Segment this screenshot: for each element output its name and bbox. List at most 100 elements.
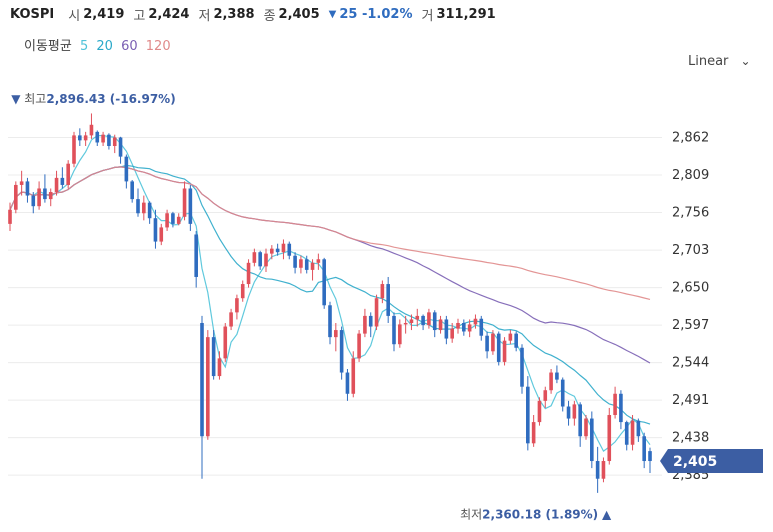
candle-body [118,137,123,157]
volume-value: 311,291 [436,6,496,22]
candle-body [14,184,18,210]
candle-body [130,181,134,200]
candle-body [357,333,361,359]
min-annotation: 최저2,360.18 (1.89%) ▲ [460,508,612,522]
low-label: 저 [198,8,211,24]
candle-body [648,451,652,462]
ma-20-legend[interactable]: 20 [96,39,113,54]
candle-body [363,315,367,334]
candle-body [43,188,47,200]
high-label: 고 [133,8,146,24]
candle-body [287,243,292,256]
candle-body [176,216,181,224]
change-value: 25 -1.02% [339,6,413,22]
candle-body [25,181,30,196]
candle-body [240,284,245,299]
candle-body [304,259,309,270]
candle-body [19,181,24,185]
candle-body [322,259,326,306]
candle-body [334,330,338,338]
symbol-name: KOSPI [10,6,55,22]
high-value: 2,424 [148,6,190,22]
candle-body [467,324,472,332]
candle-body [200,322,204,437]
ma-5-legend[interactable]: 5 [79,39,89,54]
candle-body [438,319,443,331]
candle-body [508,333,513,341]
candle-body [630,420,635,445]
scale-selector[interactable]: Linear ⌄ [688,54,751,69]
candle-body [171,213,175,224]
candle-body [54,177,59,193]
ma-5-line [9,134,651,452]
candle-body [217,358,222,377]
candle-body [502,340,507,362]
candle-body [421,315,425,326]
candle-body [427,312,431,326]
low-value: 2,388 [213,6,255,22]
candle-body [252,252,257,263]
candle-body [607,415,612,462]
candle-body [450,328,454,339]
candle-body [526,386,530,444]
open-value: 2,419 [83,6,125,22]
candle-body [112,137,117,147]
y-tick-label: 2,491 [672,393,709,408]
candle-body [462,322,466,332]
candle-body [37,188,41,207]
candle-body [496,333,501,362]
candle-body [188,188,193,224]
candle-body [531,422,536,444]
y-tick-label: 2,862 [672,131,709,146]
candle-body [479,318,484,336]
change-down-icon: ▼ [328,8,337,20]
volume-label: 거 [421,8,434,24]
y-tick-label: 2,756 [672,206,709,221]
candle-body [72,135,76,164]
candle-body [78,135,82,141]
candle-body [456,322,460,329]
candle-body [66,163,70,185]
y-tick-label: 2,809 [672,168,709,183]
candle-body [578,404,582,437]
candle-body [432,312,437,331]
candle-body [95,131,100,143]
candle-body [485,335,489,352]
candle-body [624,422,629,445]
candle-body [642,436,646,462]
candle-body [619,393,623,423]
candle-body [537,400,542,423]
ma-60-legend[interactable]: 60 [121,39,138,54]
candle-body [543,390,548,401]
candle-body [339,330,344,373]
candle-body [211,337,216,377]
candle-body [595,461,600,479]
ma-120-line [9,166,651,300]
candle-body [264,253,268,267]
candle-body [101,134,105,143]
close-value: 2,405 [278,6,320,22]
candle-body [270,248,274,254]
current-price-tag [660,449,763,474]
y-tick-label: 2,597 [672,318,709,333]
candle-body [229,312,233,327]
open-label: 시 [68,8,81,24]
candle-body [316,259,321,263]
ma-120-legend[interactable]: 120 [145,39,171,54]
candle-body [572,404,577,419]
candle-body [368,315,373,327]
candle-body [83,135,88,141]
candle-body [31,195,36,207]
candle-body [345,372,350,394]
current-price-label: 2,405 [673,454,717,470]
candle-body [159,227,164,242]
candle-body [206,337,210,437]
candle-body [275,248,280,253]
candle-body [48,192,53,200]
max-annotation: ▼ 최고2,896.43 (-16.97%) [11,92,175,106]
candle-body [89,124,94,136]
candle-body [491,333,495,352]
candle-body [590,418,594,462]
candle-body [153,218,158,242]
